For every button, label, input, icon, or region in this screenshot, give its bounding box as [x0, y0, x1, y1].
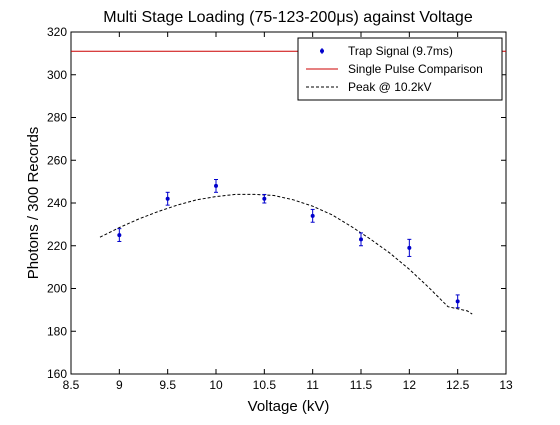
legend-label: Trap Signal (9.7ms)	[348, 44, 453, 58]
x-tick-label: 12.5	[446, 378, 470, 392]
data-point	[407, 245, 412, 250]
y-axis: 160 180 200 220 240 260 280 300 320	[47, 25, 506, 381]
y-tick-label: 320	[47, 25, 67, 39]
x-tick-label: 11	[306, 378, 319, 392]
y-tick-label: 220	[47, 239, 67, 253]
x-tick-label: 9.5	[159, 378, 176, 392]
legend-label: Peak @ 10.2kV	[348, 80, 432, 94]
x-axis: 8.5 9 9.5 10 10.5 11 11.5 12 12.5 13	[63, 32, 513, 392]
y-tick-label: 300	[47, 68, 67, 82]
x-tick-label: 10	[209, 378, 223, 392]
legend-label: Single Pulse Comparison	[348, 62, 483, 76]
x-tick-label: 12	[403, 378, 417, 392]
data-point	[310, 213, 315, 218]
y-tick-label: 260	[47, 153, 67, 167]
y-tick-label: 280	[47, 111, 67, 125]
data-point	[117, 233, 122, 238]
y-tick-label: 240	[47, 196, 67, 210]
y-tick-label: 200	[47, 282, 67, 296]
x-tick-label: 10.5	[253, 378, 277, 392]
x-tick-label: 11.5	[350, 378, 373, 392]
data-point	[165, 196, 170, 201]
data-point	[262, 196, 267, 201]
series-line-peak-fit	[99, 193, 473, 315]
x-axis-label: Voltage (kV)	[248, 398, 330, 415]
data-point	[455, 299, 460, 304]
data-point	[214, 183, 218, 188]
x-tick-label: 13	[499, 378, 513, 392]
legend: Trap Signal (9.7ms) Single Pulse Comparis…	[297, 37, 503, 101]
y-tick-label: 180	[47, 324, 67, 338]
x-tick-label: 8.5	[63, 378, 80, 392]
data-point	[359, 237, 363, 242]
chart-title: Multi Stage Loading (75-123-200μs) again…	[103, 9, 473, 26]
x-tick-label: 9	[116, 378, 123, 392]
y-axis-label: Photons / 300 Records	[25, 127, 42, 280]
y-tick-label: 160	[47, 367, 67, 381]
